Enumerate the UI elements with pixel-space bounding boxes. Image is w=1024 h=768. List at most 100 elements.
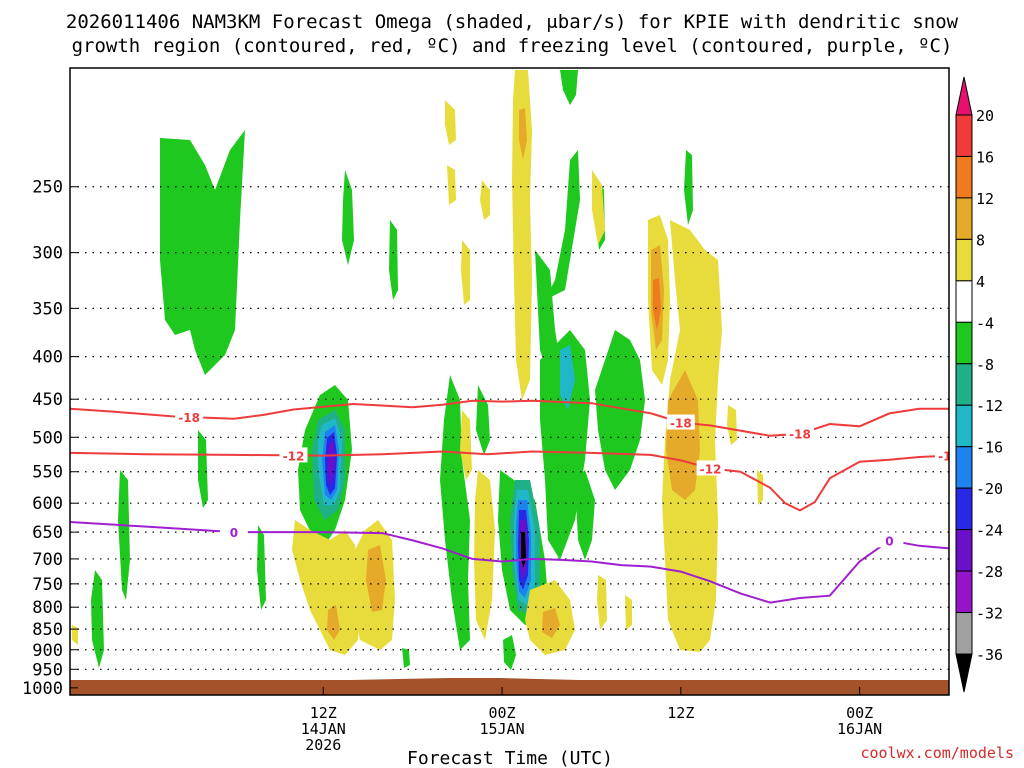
omega-region (476, 385, 490, 455)
y-axis: 2503003504004505005506006507007508008509… (22, 178, 78, 699)
omega-region (440, 375, 470, 650)
colorbar-label: -32 (976, 605, 1003, 623)
x-tick-label: 16JAN (837, 720, 882, 738)
omega-region (460, 410, 472, 480)
omega-region (366, 545, 386, 612)
contour-label-bg (786, 425, 815, 441)
x-axis-label: Forecast Time (UTC) (407, 748, 613, 768)
y-tick-label: 850 (32, 620, 63, 640)
colorbar-band (955, 155, 973, 199)
omega-region (402, 648, 410, 668)
omega-region (72, 625, 78, 645)
colorbar-band (955, 363, 973, 406)
omega-region (519, 108, 527, 160)
y-tick-label: 800 (32, 598, 63, 618)
colorbar-top-arrow (955, 76, 973, 116)
colorbar-label: 16 (976, 148, 994, 166)
colorbar-label: -28 (976, 563, 1003, 581)
colorbar-label: -8 (976, 356, 994, 374)
contour-label-bg (696, 460, 725, 476)
omega-region (757, 470, 763, 505)
contour-freezing-level-line (70, 521, 949, 604)
omega-region (560, 70, 578, 105)
colorbar-band (955, 280, 973, 323)
omega-region (512, 70, 532, 400)
contour-label: -12 (938, 450, 960, 464)
y-tick-label: 750 (32, 575, 63, 595)
y-tick-label: 300 (32, 244, 63, 264)
y-tick-label: 400 (32, 348, 63, 368)
contour-isotherm-line (70, 450, 949, 512)
chart-title-line2: growth region (contoured, red, ºC) and f… (72, 35, 953, 57)
colorbar-label: -12 (976, 397, 1003, 415)
contour-label: 0 (230, 526, 238, 540)
omega-region (597, 575, 607, 630)
omega-region (445, 100, 456, 145)
omega-region (684, 150, 693, 225)
omega-region (625, 595, 632, 630)
omega-region (560, 345, 575, 410)
omega-region (653, 278, 661, 330)
omega-region (542, 608, 560, 638)
omega-region (389, 220, 398, 300)
contour-label-bg (666, 414, 695, 430)
colorbar-bottom-arrow (955, 653, 973, 693)
y-tick-label: 500 (32, 428, 63, 448)
omega-region (461, 240, 470, 305)
colorbar-band (955, 487, 973, 531)
y-tick-label: 700 (32, 550, 63, 570)
omega-region (545, 150, 580, 300)
x-tick-label: 15JAN (479, 720, 524, 738)
omega-region (727, 405, 737, 445)
omega-region (91, 570, 104, 668)
omega-region (342, 170, 354, 265)
contour-label: -18 (670, 417, 692, 431)
chart-title-line1: 2026011406 NAM3KM Forecast Omega (shaded… (66, 11, 959, 33)
plot-frame (69, 67, 950, 696)
y-tick-label: 350 (32, 299, 63, 319)
y-tick-label: 550 (32, 463, 63, 483)
colorbar-band (955, 114, 973, 157)
contour-label: -12 (283, 449, 305, 463)
colorbar-label: -24 (976, 522, 1003, 540)
colorbar-band (955, 529, 973, 572)
omega-region (503, 635, 516, 670)
contour-label: -18 (789, 428, 811, 442)
y-tick-label: 250 (32, 178, 63, 198)
omega-region (327, 605, 340, 640)
omega-region (575, 470, 595, 560)
colorbar-band (955, 197, 973, 240)
x-tick-label: 12Z (667, 704, 694, 722)
y-tick-label: 600 (32, 494, 63, 514)
colorbar-band (955, 238, 973, 282)
omega-region (160, 130, 245, 375)
omega-region (328, 440, 335, 485)
contour-label-bg (875, 532, 904, 548)
omega-region (666, 370, 700, 500)
colorbar: 20 16 12 8 4 -4 -8 -12 -16 -20 -24 -28 -32 -36 (955, 76, 1003, 693)
omega-region (257, 525, 266, 610)
contour-label-bg (175, 409, 204, 425)
contour-label: -12 (700, 462, 722, 476)
omega-region (118, 470, 130, 600)
x-tick-label: 14JAN (301, 720, 346, 738)
y-tick-label: 450 (32, 390, 63, 410)
colorbar-label: 8 (976, 231, 985, 249)
contour-label-bg (279, 447, 308, 463)
colorbar-band (955, 404, 973, 448)
credit-link[interactable]: coolwx.com/models (860, 744, 1014, 762)
x-tick-label: 2026 (305, 736, 341, 754)
colorbar-label: -4 (976, 314, 994, 332)
x-tick-label: 00Z (489, 704, 516, 722)
omega-region (480, 180, 490, 220)
x-axis: 12Z14JAN202600Z15JAN12Z00Z16JAN12Z (301, 687, 882, 754)
omega-region (592, 170, 605, 245)
y-tick-label: 1000 (22, 679, 63, 699)
x-tick-label: 00Z (846, 704, 873, 722)
contour-isotherm-line (70, 399, 949, 437)
colorbar-band (955, 321, 973, 365)
omega-region (292, 520, 360, 655)
y-tick-label: 950 (32, 660, 63, 680)
colorbar-label: 12 (976, 190, 994, 208)
